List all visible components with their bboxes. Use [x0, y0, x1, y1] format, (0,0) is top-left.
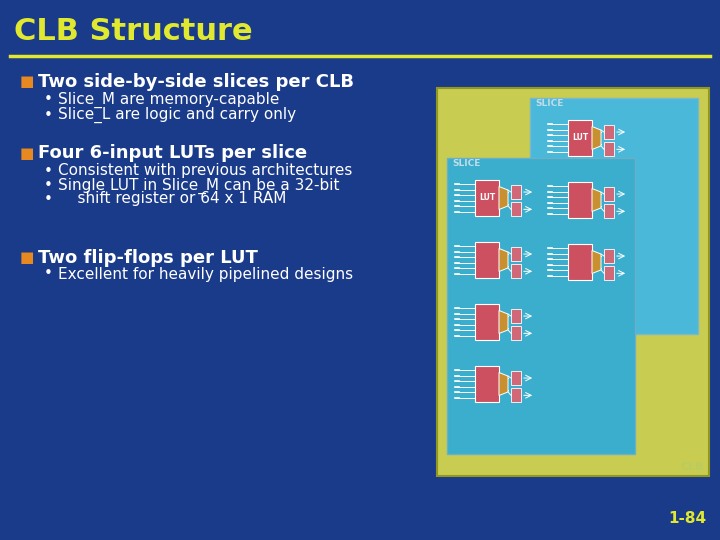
- Text: Slice_M are memory-capable: Slice_M are memory-capable: [58, 92, 279, 108]
- Bar: [604, 125, 614, 139]
- Bar: [475, 366, 499, 402]
- Text: LUT: LUT: [479, 193, 495, 202]
- Bar: [604, 204, 614, 218]
- Text: Excellent for heavily pipelined designs: Excellent for heavily pipelined designs: [58, 267, 353, 281]
- Text: Consistent with previous architectures: Consistent with previous architectures: [58, 164, 352, 179]
- Text: Single LUT in Slice_M can be a 32-bit: Single LUT in Slice_M can be a 32-bit: [58, 178, 340, 194]
- Bar: [568, 182, 592, 218]
- Text: •: •: [44, 92, 53, 107]
- Bar: [604, 143, 614, 156]
- Text: SLICE: SLICE: [535, 99, 563, 108]
- Polygon shape: [592, 126, 601, 150]
- Bar: [511, 388, 521, 402]
- Text: •: •: [44, 164, 53, 179]
- Bar: [511, 247, 521, 261]
- Text: Four 6-input LUTs per slice: Four 6-input LUTs per slice: [38, 144, 307, 162]
- Bar: [475, 242, 499, 278]
- Bar: [511, 309, 521, 323]
- Bar: [475, 304, 499, 340]
- Text: •: •: [44, 267, 53, 281]
- Text: ■: ■: [20, 145, 35, 160]
- Bar: [568, 244, 592, 280]
- Text: ■: ■: [20, 75, 35, 90]
- Bar: [604, 266, 614, 280]
- Text: Two side-by-side slices per CLB: Two side-by-side slices per CLB: [38, 73, 354, 91]
- Text: SLICE: SLICE: [452, 159, 480, 168]
- Text: shift register or 64 x 1 RAM: shift register or 64 x 1 RAM: [58, 192, 287, 206]
- Bar: [604, 249, 614, 263]
- Text: LUT: LUT: [572, 133, 588, 143]
- Polygon shape: [592, 251, 601, 274]
- Text: ■: ■: [20, 251, 35, 266]
- Text: •: •: [44, 107, 53, 123]
- Bar: [511, 202, 521, 217]
- Text: •: •: [44, 192, 53, 206]
- Bar: [511, 326, 521, 340]
- Bar: [568, 120, 592, 156]
- Bar: [604, 187, 614, 201]
- Text: CLB Structure: CLB Structure: [14, 17, 253, 46]
- Bar: [437, 88, 709, 476]
- Polygon shape: [592, 188, 601, 212]
- Bar: [447, 158, 635, 454]
- Polygon shape: [499, 310, 508, 334]
- Bar: [511, 264, 521, 278]
- Polygon shape: [499, 373, 508, 395]
- Bar: [511, 371, 521, 385]
- Text: Slice_L are logic and carry only: Slice_L are logic and carry only: [58, 107, 296, 123]
- Polygon shape: [499, 186, 508, 210]
- Text: Two flip-flops per LUT: Two flip-flops per LUT: [38, 249, 258, 267]
- Text: CLB: CLB: [680, 462, 704, 472]
- Bar: [475, 180, 499, 216]
- Polygon shape: [499, 248, 508, 272]
- Text: 1-84: 1-84: [668, 511, 706, 526]
- Text: •: •: [44, 179, 53, 193]
- Bar: [511, 185, 521, 199]
- Bar: [530, 98, 698, 334]
